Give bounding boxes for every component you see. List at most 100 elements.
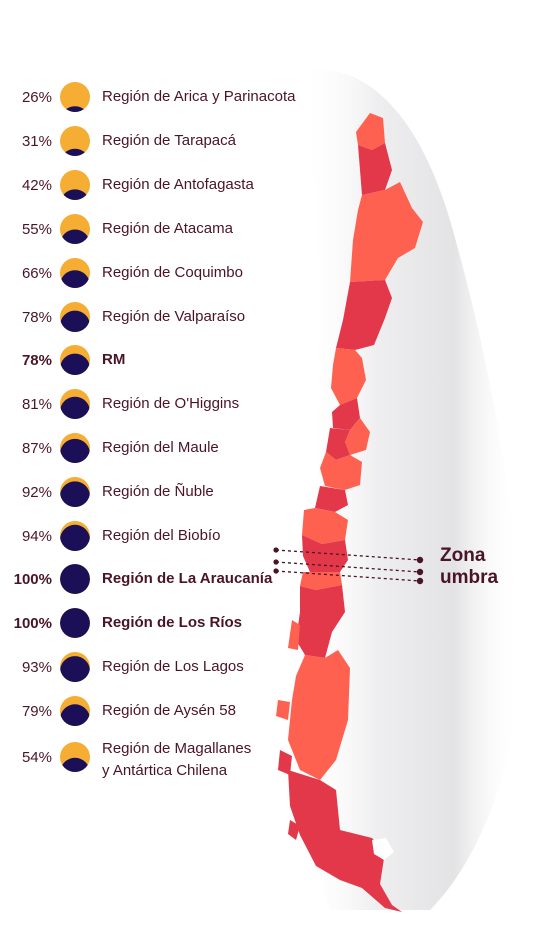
moon-disc	[60, 564, 90, 594]
map-region-biobio	[302, 508, 348, 544]
region-label: Región de Magallanes y Antártica Chilena	[102, 740, 252, 779]
map-island-3	[288, 820, 300, 840]
map-region-maule	[320, 452, 362, 490]
map-region-valparaiso	[332, 398, 360, 430]
map-region-los-rios	[300, 572, 342, 590]
map-region-magallanes	[288, 770, 402, 912]
region-percent: 93%	[21, 659, 52, 676]
map-region-antofagasta	[350, 182, 423, 282]
region-row: 92% Región de Ñuble	[0, 477, 300, 513]
region-percent: 79%	[21, 703, 52, 720]
region-percent: 81%	[21, 396, 52, 413]
map-regions	[276, 113, 423, 912]
region-row: 54% Región de Magallanes y Antártica Chil…	[0, 740, 300, 779]
eclipse-icon	[60, 214, 90, 244]
sun-disc	[60, 82, 90, 112]
region-row: 78% Región de Valparaíso	[0, 302, 300, 338]
moon-disc	[60, 524, 90, 551]
region-row: 100% Región de La Araucanía	[0, 564, 300, 600]
sun-disc	[60, 126, 90, 156]
region-label: Región del Maule	[102, 439, 219, 456]
map-island-chiloe	[288, 620, 300, 650]
region-label: Región de Arica y Parinacota	[102, 88, 296, 105]
region-row: 87% Región del Maule	[0, 433, 300, 469]
region-row: 26% Región de Arica y Parinacota	[0, 82, 300, 118]
region-percent: 78%	[21, 352, 52, 369]
region-percent: 94%	[21, 528, 52, 545]
region-percent: 87%	[21, 440, 52, 457]
region-label: Región de Antofagasta	[102, 176, 254, 193]
zona-umbra-label: Zona umbra	[440, 545, 498, 589]
region-percent: 66%	[21, 265, 52, 282]
eclipse-icon	[60, 652, 90, 682]
moon-disc	[60, 310, 90, 332]
region-row: 94% Región del Biobío	[0, 521, 300, 557]
map-region-tarapaca	[358, 143, 392, 195]
region-label: Región de Tarapacá	[102, 132, 236, 149]
zona-umbra-line1: Zona	[440, 545, 486, 566]
eclipse-icon	[60, 608, 90, 638]
map-region-aysen	[288, 650, 350, 780]
eclipse-icon	[60, 389, 90, 419]
region-row: 55% Región de Atacama	[0, 214, 300, 250]
map-region-coquimbo	[331, 348, 366, 405]
map-region-arica	[356, 113, 385, 150]
region-row: 78% RM	[0, 345, 300, 381]
map-island-4	[372, 838, 394, 860]
moon-disc	[60, 608, 90, 638]
region-row: 31% Región de Tarapacá	[0, 126, 300, 162]
moon-disc	[60, 353, 90, 375]
region-label: Región de Atacama	[102, 220, 233, 237]
moon-disc	[60, 396, 90, 419]
eclipse-icon	[60, 433, 90, 463]
region-row: 81% Región de O'Higgins	[0, 389, 300, 425]
moon-disc	[60, 656, 90, 682]
region-percent: 54%	[21, 749, 52, 766]
eclipse-icon	[60, 477, 90, 507]
region-row: 79% Región de Aysén 58	[0, 696, 300, 732]
eclipse-icon	[60, 302, 90, 332]
eclipse-icon	[60, 126, 90, 156]
map-island-2	[278, 750, 292, 775]
region-label: Región de Coquimbo	[102, 264, 243, 281]
region-percent: 92%	[21, 484, 52, 501]
eclipse-icon	[60, 521, 90, 551]
moon-disc	[60, 757, 90, 772]
region-row: 93% Región de Los Lagos	[0, 652, 300, 688]
region-label: Región de Aysén 58	[102, 702, 236, 719]
region-percent: 42%	[21, 177, 52, 194]
zona-umbra-line2: umbra	[440, 567, 499, 588]
moon-disc	[60, 270, 90, 288]
region-label: RM	[102, 351, 126, 368]
region-label: Región de Los Ríos	[102, 614, 243, 631]
map-region-atacama	[336, 280, 392, 350]
region-label: Región del Biobío	[102, 527, 221, 544]
region-percent: 78%	[21, 309, 52, 326]
eclipse-icon	[60, 82, 90, 112]
region-row: 42% Región de Antofagasta	[0, 170, 300, 206]
moon-disc	[60, 481, 90, 507]
region-label: Región de Ñuble	[102, 483, 214, 500]
region-percent: 100%	[13, 571, 52, 588]
region-row: 100% Región de Los Ríos	[0, 608, 300, 644]
map-region-nuble	[315, 486, 348, 512]
moon-disc	[60, 189, 90, 200]
eclipse-icon	[60, 742, 90, 772]
eclipse-icon	[60, 696, 90, 726]
region-label: Región de La Araucanía	[102, 570, 273, 587]
region-label: Región de Valparaíso	[102, 308, 246, 325]
zona-umbra-dots	[273, 547, 424, 585]
eclipse-icon	[60, 564, 90, 594]
map-region-los-lagos	[296, 585, 345, 658]
region-percent: 26%	[21, 89, 52, 106]
eclipse-icon	[60, 345, 90, 375]
region-percent: 31%	[21, 133, 52, 150]
map-region-ohiggins	[326, 428, 350, 460]
eclipse-icon	[60, 170, 90, 200]
region-label: Región de O'Higgins	[102, 395, 240, 412]
moon-disc	[60, 704, 90, 726]
map-region-rm	[345, 418, 370, 455]
region-label: Región de Los Lagos	[102, 658, 244, 675]
